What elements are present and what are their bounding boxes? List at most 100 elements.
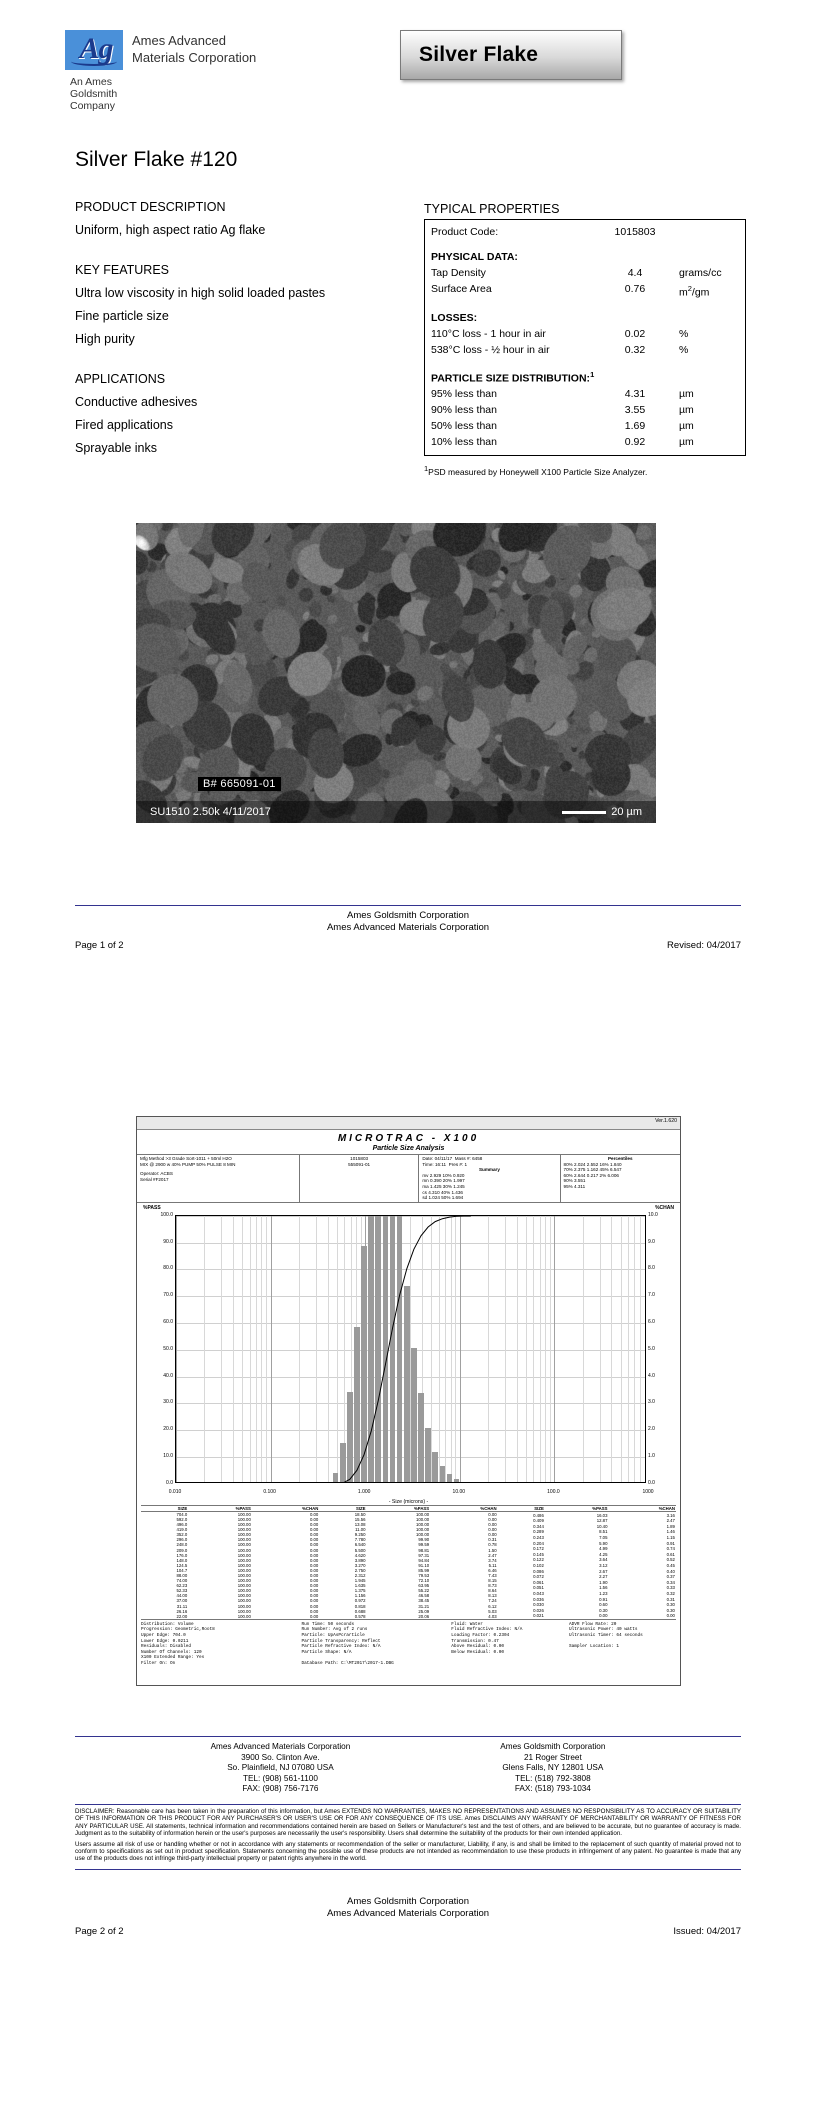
chart-gridline-minor <box>582 1215 584 1482</box>
microtrac-summary-row: mn 0.390 20% 1.997 <box>422 1178 465 1184</box>
table-row: 0.344 10.40 1.89 <box>533 1523 675 1529</box>
chart-ytick-right: 9.0 <box>648 1238 655 1245</box>
table-row: 1.945 72.10 8.15 <box>354 1578 497 1584</box>
psd-95-label: 95% less than <box>431 388 497 400</box>
chart-ytick-left: 90.0 <box>163 1238 173 1245</box>
losses-heading: LOSSES: <box>431 311 478 324</box>
microtrac-footer-left: Distribution: Volume Progression: Geometr… <box>141 1621 215 1666</box>
table-row: 11.00 100.00 0.00 <box>355 1527 497 1533</box>
psd-90-label: 90% less than <box>431 404 497 416</box>
chart-frequency-bar <box>346 1391 353 1482</box>
chart-ytick-left: 80.0 <box>163 1265 173 1272</box>
psd-10-value: 0.92 <box>624 436 646 448</box>
chart-frequency-bar <box>425 1428 431 1482</box>
microtrac-data-table: SIZE %PASS %CHAN 0.486 16.03 3.16 0.409 12.87 2.… <box>497 1506 676 1619</box>
microtrac-chart: %PASS %CHAN 100.0 90.0 80.0 70.0 60.0 50.0 40.… <box>141 1205 676 1505</box>
page1-footer-company: Ames Goldsmith Corporation Ames Advanced… <box>0 910 816 934</box>
psd-90-unit: µm <box>679 404 694 416</box>
applications-item: Sprayable inks <box>75 441 157 455</box>
chart-gridline-minor <box>488 1215 490 1482</box>
company-logo: Ag An Ames Goldsmith Company <box>65 30 123 112</box>
table-row: 704.0 100.00 0.00 <box>176 1511 319 1517</box>
ag-logo-icon: Ag <box>65 30 123 70</box>
surface-area-unit: m2/gm <box>679 284 710 299</box>
chart-ytick-right: 3.0 <box>648 1399 655 1406</box>
microtrac-footer-far: ADVR Flow Rate: 20 Ultrasonic Power: 40 w… <box>568 1621 643 1650</box>
chart-gridline-minor <box>327 1215 329 1482</box>
chart-ytick-left: 100.0 <box>160 1211 173 1218</box>
table-row: 88.00 100.00 0.00 <box>176 1572 319 1578</box>
table-row: Tap Density 4.4 grams/cc <box>425 265 745 281</box>
tap-density-value: 4.4 <box>627 267 643 279</box>
table-row: 1.156 46.58 8.13 <box>354 1593 497 1599</box>
product-badge-label: Silver Flake <box>419 43 539 66</box>
table-row: 0.122 3.64 0.52 <box>533 1557 675 1563</box>
chart-frequency-bar <box>375 1215 382 1482</box>
disclaimer-paragraph-1: DISCLAIMER: Reasonable care has been tak… <box>75 1808 741 1838</box>
table-row: 0.051 1.56 0.33 <box>533 1585 675 1591</box>
psd-50-label: 50% less than <box>431 420 497 432</box>
chart-gridline-minor <box>350 1215 352 1482</box>
table-row: 44.00 100.00 0.00 <box>176 1593 319 1599</box>
table-row: 296.0 100.00 0.00 <box>176 1537 319 1543</box>
chart-frequency-bar <box>332 1473 339 1482</box>
table-row: 13.08 100.00 0.00 <box>354 1522 497 1528</box>
table-row: 3.890 94.84 3.74 <box>354 1557 497 1563</box>
table-row: 538°C loss - ½ hour in air 0.32 % <box>425 342 745 358</box>
key-features-item: Fine particle size <box>75 309 169 323</box>
psd-heading: PARTICLE SIZE DISTRIBUTION:1 <box>431 369 595 385</box>
table-row: 3.270 91.10 5.11 <box>354 1562 497 1568</box>
logo-swoosh-icon <box>71 57 117 66</box>
table-row: 176.0 100.00 0.00 <box>176 1552 319 1558</box>
table-row: 0.043 1.23 0.32 <box>533 1591 675 1596</box>
chart-gridline-minor <box>455 1215 457 1482</box>
contact-block: Ames Advanced Materials Corporation 3900… <box>0 1742 816 1795</box>
chart-gridline-minor <box>336 1215 338 1482</box>
microtrac-data-table: SIZE %PASS %CHAN 18.50 100.00 0.00 15.56 100.00… <box>319 1506 498 1619</box>
chart-gridline-minor <box>599 1215 601 1482</box>
chart-xtick: 0.100 <box>263 1488 276 1495</box>
table-row: 26.16 100.00 0.00 <box>176 1608 319 1614</box>
table-row: 4.620 97.31 2.47 <box>354 1552 497 1558</box>
left-column: PRODUCT DESCRIPTION Uniform, high aspect… <box>75 200 325 464</box>
microtrac-percentile-row: 90% 3.551 <box>563 1178 586 1184</box>
chart-gridline-major <box>459 1215 461 1482</box>
table-row: 0.026 0.30 0.30 <box>533 1607 675 1613</box>
psd-95-unit: µm <box>679 388 694 400</box>
chart-gridline-minor <box>315 1215 317 1482</box>
chart-xlabel: - Size (microns) - <box>388 1498 429 1505</box>
psd-50-unit: µm <box>679 420 694 432</box>
table-row: 50% less than 1.69 µm <box>425 418 745 434</box>
microtrac-percentiles: Percentiles 80% 2.024 2.552 16% 1.840 70%… <box>561 1155 680 1202</box>
sem-sample-tag: B# 665091-01 <box>198 777 281 791</box>
chart-ytick-left: 30.0 <box>163 1399 173 1406</box>
table-row: 352.0 100.00 0.00 <box>176 1532 319 1538</box>
key-features-item: High purity <box>75 332 135 346</box>
chart-frequency-bar <box>446 1473 453 1482</box>
microtrac-footer-mid: Run Time: 50 seconds Run Number: Avg of 2… <box>301 1621 394 1666</box>
chart-frequency-bar <box>432 1452 439 1482</box>
chart-ytick-right: 6.0 <box>648 1318 655 1325</box>
chart-cumulative-curve <box>343 1215 471 1482</box>
document-header: Ag An Ames Goldsmith Company Ames Advanc… <box>60 28 760 112</box>
applications-item: Fired applications <box>75 418 173 432</box>
sem-scale-label: 20 µm <box>611 806 642 818</box>
microtrac-percentile-row: 70% 2.375 1.162 45% 6.547 <box>563 1167 622 1173</box>
physical-data-heading: PHYSICAL DATA: <box>431 251 518 263</box>
table-row: 592.0 100.00 0.00 <box>176 1516 319 1522</box>
psd-95-value: 4.31 <box>624 388 646 400</box>
table-row: 0.578 20.06 4.03 <box>354 1613 497 1619</box>
footer-company-line2: Ames Advanced Materials Corporation <box>326 922 490 933</box>
chart-gridline-minor <box>450 1215 452 1482</box>
table-row: 0.818 31.21 6.12 <box>354 1603 497 1609</box>
applications-item: Conductive adhesives <box>75 395 198 409</box>
chart-gridline-minor <box>628 1215 629 1482</box>
page2-number: Page 2 of 2 <box>75 1926 124 1937</box>
microtrac-run-info: Date: 04/11/17 Mass #: 6458 Time: 16:11 … <box>419 1155 561 1202</box>
chart-xtick: 1.000 <box>357 1488 371 1495</box>
microtrac-title: MICROTRAC - X100 <box>337 1133 480 1144</box>
chart-ytick-right: 0.0 <box>648 1479 655 1486</box>
page2-issued: Issued: 04/2017 <box>673 1926 741 1937</box>
chart-frequency-bar <box>439 1465 446 1482</box>
table-row: 2.312 79.53 7.43 <box>354 1572 497 1578</box>
